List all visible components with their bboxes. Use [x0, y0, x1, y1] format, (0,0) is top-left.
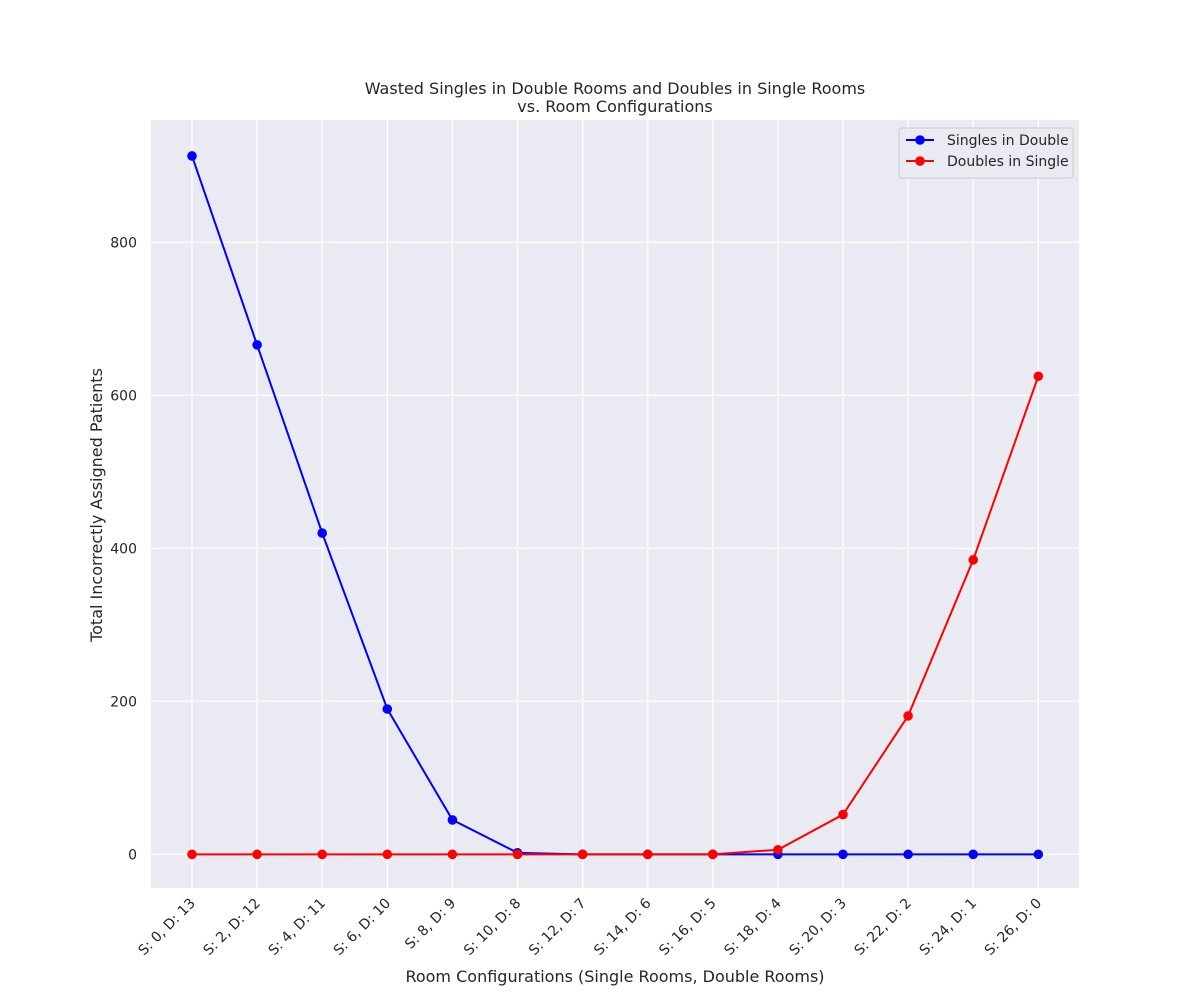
data-point — [708, 849, 718, 860]
data-point — [317, 849, 328, 860]
x-tick-label: S: 16, D: 5 — [656, 896, 719, 959]
y-tick-label: 400 — [110, 541, 137, 557]
data-point — [382, 849, 393, 860]
chart-title: Wasted Singles in Double Rooms and Doubl… — [365, 79, 866, 116]
data-point — [642, 849, 653, 860]
data-point — [187, 849, 197, 860]
x-tick-label: S: 12, D: 7 — [526, 896, 589, 959]
data-point — [838, 849, 848, 860]
series-2 — [187, 371, 1044, 860]
y-tick-label: 600 — [110, 388, 137, 404]
x-tick-label: S: 8, D: 9 — [402, 896, 459, 953]
series-lines — [187, 151, 1044, 860]
legend-marker — [915, 135, 925, 145]
x-tick-label: S: 26, D: 0 — [982, 896, 1045, 959]
x-tick-labels: S: 0, D: 13 S: 2, D: 12 S: 4, D: 11 S: 6, D… — [135, 895, 1045, 958]
data-point — [968, 555, 978, 565]
chart-title-line: vs. Room Configurations — [517, 97, 712, 116]
x-tick-label: S: 14, D: 6 — [591, 895, 654, 958]
x-tick-label: S: 22, D: 2 — [852, 896, 915, 959]
data-point — [512, 849, 523, 860]
legend: Singles in Double Doubles in Single — [898, 127, 1074, 179]
data-point — [252, 340, 262, 350]
data-point — [1033, 371, 1044, 382]
legend-marker — [915, 156, 925, 166]
data-point — [252, 849, 262, 860]
x-tick-label: S: 0, D: 13 — [135, 896, 198, 959]
y-tick-label: 200 — [110, 694, 137, 710]
data-point — [838, 809, 848, 820]
data-point — [382, 704, 393, 714]
x-tick-label: S: 24, D: 1 — [917, 896, 980, 959]
series-line — [192, 375, 1040, 856]
legend-label: Doubles in Single — [947, 154, 1069, 170]
x-tick-label: S: 20, D: 3 — [786, 896, 849, 959]
plot-area — [151, 120, 1079, 888]
data-point — [577, 849, 588, 860]
legend-label: Singles in Double — [947, 133, 1069, 149]
data-point — [447, 849, 458, 860]
chart-title-line: Wasted Singles in Double Rooms and Doubl… — [365, 79, 866, 98]
data-point — [317, 528, 328, 538]
x-tick-label: S: 10, D: 8 — [461, 896, 524, 959]
y-tick-label: 800 — [110, 235, 137, 251]
grid — [151, 120, 1079, 888]
y-tick-labels: 0 200 400 600 800 — [110, 235, 137, 863]
data-point — [903, 849, 913, 860]
data-point — [1033, 849, 1044, 860]
y-axis-label: Total Incorrectly Assigned Patients — [87, 368, 106, 643]
x-tick-label: S: 6, D: 10 — [331, 896, 394, 959]
legend-item: Doubles in Single — [906, 154, 1069, 170]
x-tick-label: S: 4, D: 11 — [266, 896, 329, 959]
data-point — [773, 844, 783, 855]
legend-item: Singles in Double — [906, 133, 1069, 149]
legend-box — [898, 127, 1074, 179]
y-tick-label: 0 — [128, 847, 137, 863]
x-axis-label: Room Configurations (Single Rooms, Doubl… — [405, 967, 824, 986]
x-tick-label: S: 2, D: 12 — [201, 896, 264, 959]
data-point — [968, 849, 978, 860]
data-point — [187, 151, 197, 161]
x-tick-label: S: 18, D: 4 — [721, 895, 784, 958]
data-point — [447, 815, 458, 825]
data-point — [903, 711, 913, 721]
